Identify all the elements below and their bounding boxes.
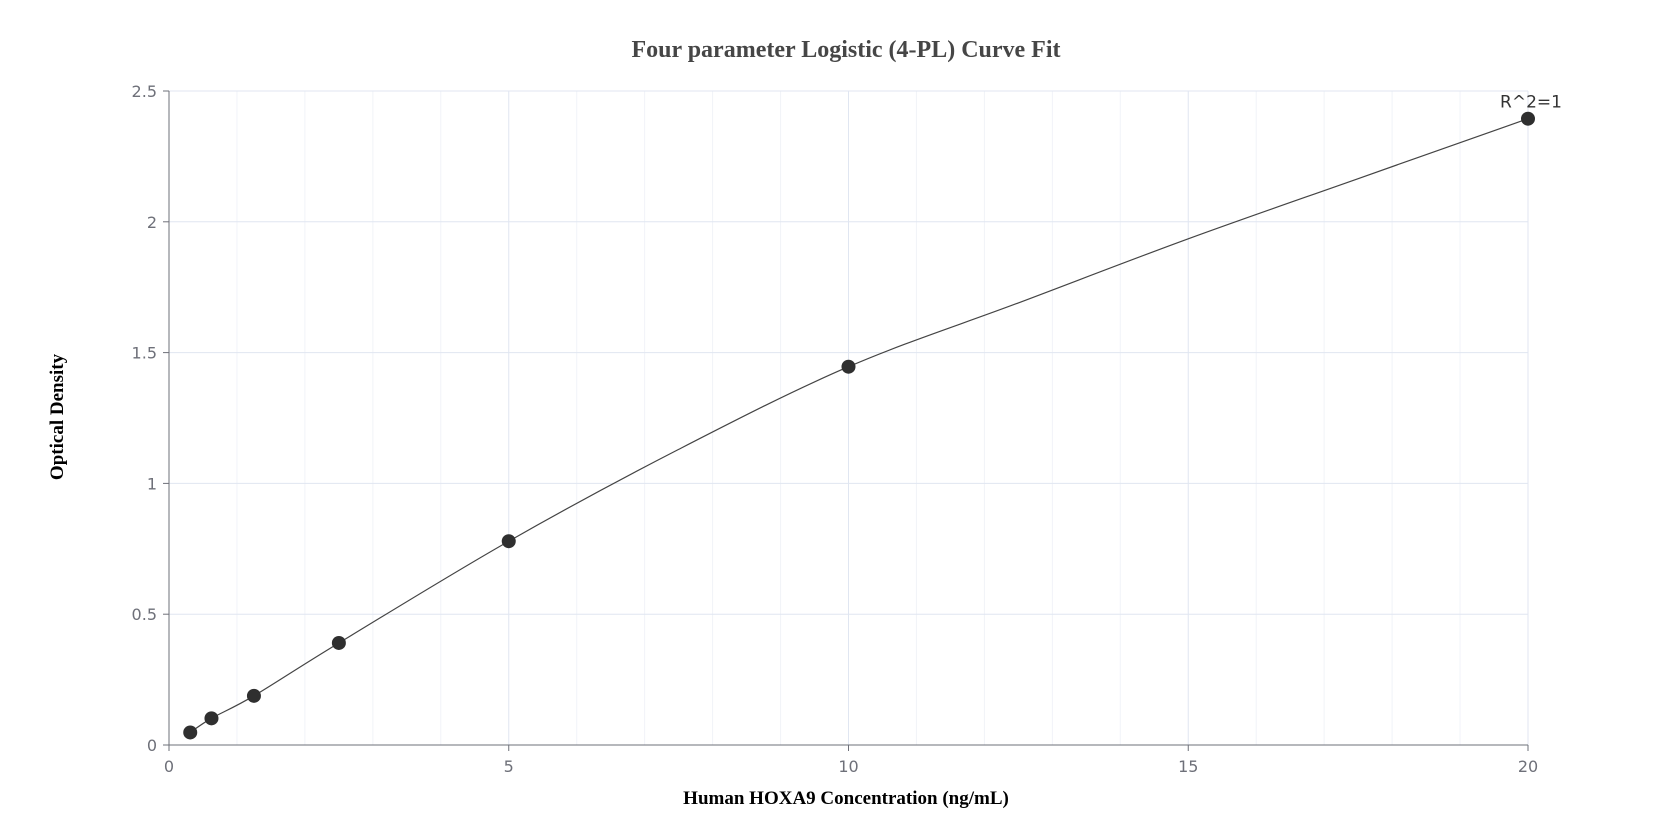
data-point (183, 725, 198, 740)
y-tick-label: 0 (147, 736, 157, 755)
data-point (1521, 111, 1535, 126)
x-axis-label: Human HOXA9 Concentration (ng/mL) (683, 788, 1009, 809)
grid (169, 90, 1529, 745)
x-tick-label: 10 (838, 757, 858, 776)
fit-curve-layer (189, 118, 1529, 733)
data-point (331, 635, 346, 650)
y-tick-label: 2.5 (132, 82, 157, 101)
labels: Four parameter Logistic (4-PL) Curve Fit… (47, 37, 1562, 809)
data-points (183, 111, 1535, 740)
data-point (501, 534, 516, 549)
axes: 0 5 10 15 20 0 0.5 1 1.5 2 2.5 (132, 82, 1539, 776)
data-point (841, 359, 856, 374)
r-squared-annotation: R^2=1 (1500, 93, 1562, 113)
x-tick-label: 0 (164, 757, 174, 776)
y-tick-label: 1 (147, 474, 157, 493)
y-tick-label: 2 (147, 213, 157, 232)
data-point (204, 711, 219, 726)
x-tick-label: 5 (504, 757, 514, 776)
data-point (246, 688, 261, 703)
x-tick-label: 20 (1518, 757, 1538, 776)
fit-curve (189, 118, 1529, 733)
y-axis-label: Optical Density (47, 353, 68, 480)
x-tick-label: 15 (1178, 757, 1198, 776)
y-tick-label: 0.5 (132, 605, 157, 624)
chart-title: Four parameter Logistic (4-PL) Curve Fit (631, 37, 1060, 63)
y-tick-label: 1.5 (132, 344, 157, 363)
